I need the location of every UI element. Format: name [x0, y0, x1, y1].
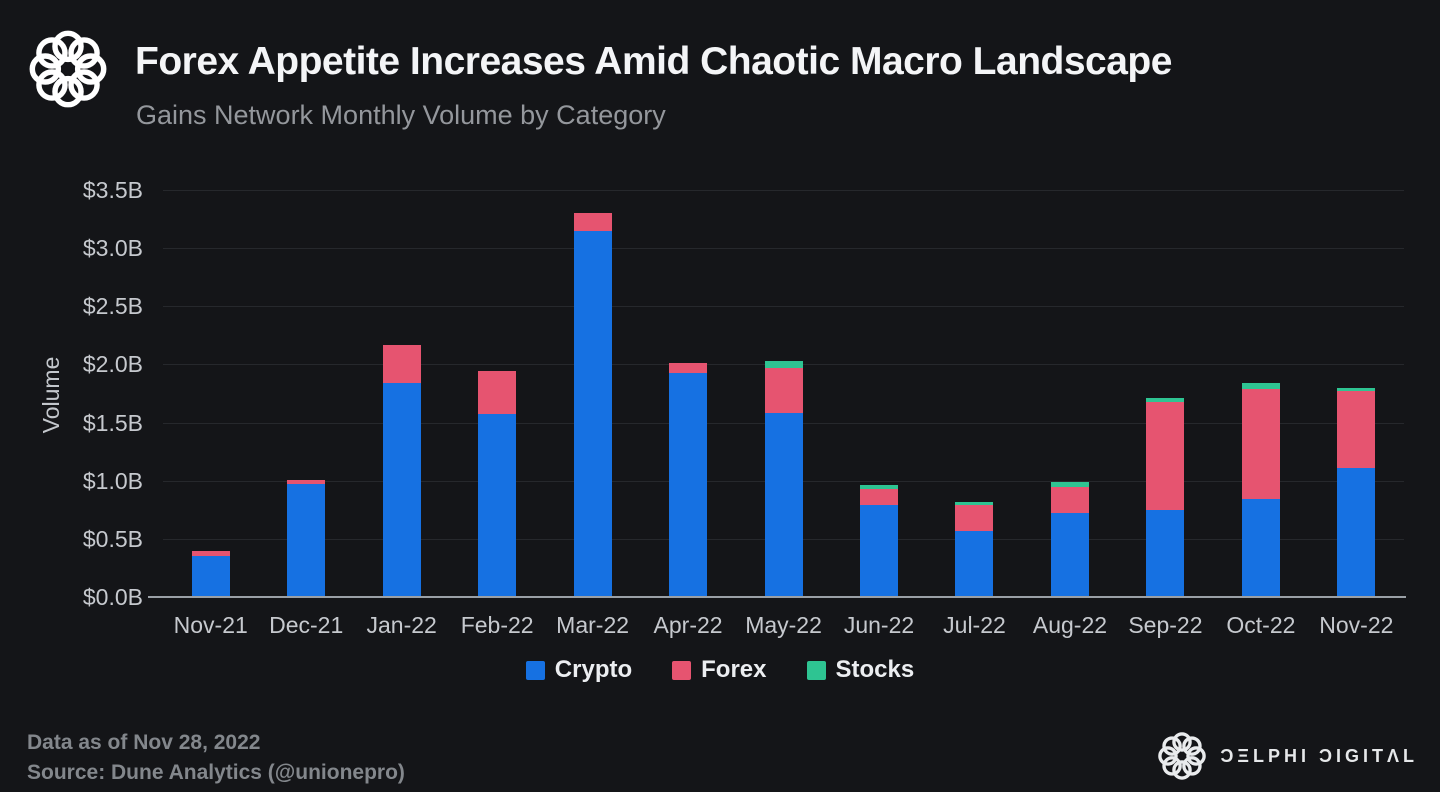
- bar-segment-crypto: [669, 372, 708, 597]
- bar-segment-crypto: [478, 414, 517, 597]
- bar-segment-forex: [287, 479, 326, 485]
- x-tick-label: May-22: [745, 612, 822, 638]
- x-tick-label: Dec-21: [269, 612, 344, 638]
- bar-segment-forex: [191, 550, 230, 557]
- bar-jul-22: [955, 501, 994, 597]
- legend-label: Crypto: [554, 656, 633, 683]
- legend-item-crypto: Crypto: [525, 656, 633, 684]
- y-axis-title: Volume: [37, 356, 64, 434]
- bar-jan-22: [382, 344, 421, 597]
- x-tick-label: Feb-22: [460, 612, 534, 638]
- legend-label: Stocks: [835, 656, 915, 683]
- x-tick-label: Aug-22: [1032, 612, 1108, 638]
- gridline: [163, 248, 1404, 250]
- bar-segment-stocks: [1146, 398, 1185, 402]
- x-tick-label: Mar-22: [556, 612, 630, 638]
- bar-mar-22: [573, 213, 612, 597]
- bar-dec-21: [287, 479, 326, 597]
- bar-segment-forex: [1050, 486, 1089, 514]
- bar-segment-forex: [1337, 391, 1376, 468]
- y-tick-label: $2.0B: [82, 351, 143, 378]
- delphi-knot-logo: [27, 28, 109, 110]
- x-tick-label: Oct-22: [1226, 612, 1296, 638]
- bar-segment-crypto: [1241, 499, 1280, 597]
- gridline: [163, 306, 1404, 308]
- bar-segment-forex: [1241, 388, 1280, 500]
- bar-nov-21: [191, 550, 230, 597]
- x-axis-line: [148, 596, 1406, 598]
- bar-segment-crypto: [573, 230, 612, 597]
- x-axis-labels: Nov-21 Dec-21 Jan-22 Feb-22 Mar-22 Apr-22 May-…: [163, 612, 1404, 639]
- y-tick-label: $1.5B: [82, 409, 143, 436]
- bar-sep-22: [1146, 398, 1185, 597]
- y-tick-label: $0.5B: [82, 525, 143, 552]
- bar-jun-22: [859, 485, 898, 597]
- source-note: Source: Dune Analytics (@unionepro): [27, 761, 405, 784]
- x-tick-label: Nov-22: [1319, 612, 1394, 638]
- x-tick-label: Sep-22: [1128, 612, 1203, 638]
- bar-segment-crypto: [859, 505, 898, 597]
- chart-legend: Crypto Forex Stocks: [0, 656, 1440, 684]
- bar-may-22: [764, 360, 803, 597]
- bar-segment-stocks: [1241, 383, 1280, 389]
- bar-segment-crypto: [764, 413, 803, 597]
- bar-segment-crypto: [1337, 467, 1376, 597]
- brand-block: ƆΞLPHI ƆIGITΛL: [1156, 730, 1418, 782]
- plot-area: [148, 190, 1406, 598]
- bar-segment-crypto: [955, 530, 994, 597]
- y-tick-label: $3.5B: [82, 177, 143, 203]
- legend-swatch-forex: [672, 660, 692, 680]
- bar-aug-22: [1050, 481, 1089, 597]
- bar-feb-22: [478, 371, 517, 597]
- page-title: Forex Appetite Increases Amid Chaotic Ma…: [135, 40, 1172, 83]
- legend-swatch-crypto: [525, 660, 545, 680]
- bar-apr-22: [669, 363, 708, 597]
- bar-segment-crypto: [191, 556, 230, 597]
- x-tick-label: Jan-22: [366, 612, 437, 638]
- bar-segment-crypto: [1050, 513, 1089, 597]
- x-tick-label: Jun-22: [843, 612, 915, 638]
- y-tick-label: $0.0B: [82, 584, 143, 610]
- bar-segment-stocks: [1337, 387, 1376, 392]
- data-as-of-note: Data as of Nov 28, 2022: [27, 731, 261, 754]
- bar-segment-stocks: [1050, 481, 1089, 487]
- x-tick-label: Jul-22: [943, 612, 1006, 638]
- bar-segment-forex: [859, 488, 898, 506]
- bar-segment-forex: [955, 505, 994, 531]
- legend-item-stocks: Stocks: [806, 656, 915, 684]
- y-tick-label: $1.0B: [82, 467, 143, 494]
- bar-segment-forex: [669, 363, 708, 373]
- legend-label: Forex: [701, 656, 767, 683]
- bar-oct-22: [1241, 383, 1280, 597]
- bar-segment-crypto: [382, 383, 421, 597]
- page-subtitle: Gains Network Monthly Volume by Category: [136, 100, 666, 130]
- bar-segment-forex: [382, 344, 421, 384]
- bar-nov-22: [1337, 387, 1376, 597]
- legend-item-forex: Forex: [672, 656, 767, 684]
- bar-segment-forex: [573, 213, 612, 231]
- bar-segment-stocks: [955, 501, 994, 506]
- bar-segment-crypto: [287, 484, 326, 597]
- y-tick-label: $2.5B: [82, 293, 143, 320]
- bar-segment-stocks: [764, 360, 803, 368]
- bar-segment-forex: [764, 367, 803, 414]
- bar-segment-crypto: [1146, 509, 1185, 597]
- y-tick-label: $3.0B: [82, 235, 143, 262]
- gridline: [163, 190, 1404, 191]
- x-tick-label: Nov-21: [173, 612, 248, 638]
- delphi-knot-icon: [1157, 730, 1208, 782]
- x-tick-label: Apr-22: [653, 612, 723, 638]
- legend-swatch-stocks: [806, 660, 826, 680]
- bar-segment-stocks: [859, 485, 898, 489]
- bar-segment-forex: [1146, 401, 1185, 510]
- bar-segment-forex: [478, 371, 517, 415]
- brand-wordmark: ƆΞLPHI ƆIGITΛL: [1220, 745, 1418, 766]
